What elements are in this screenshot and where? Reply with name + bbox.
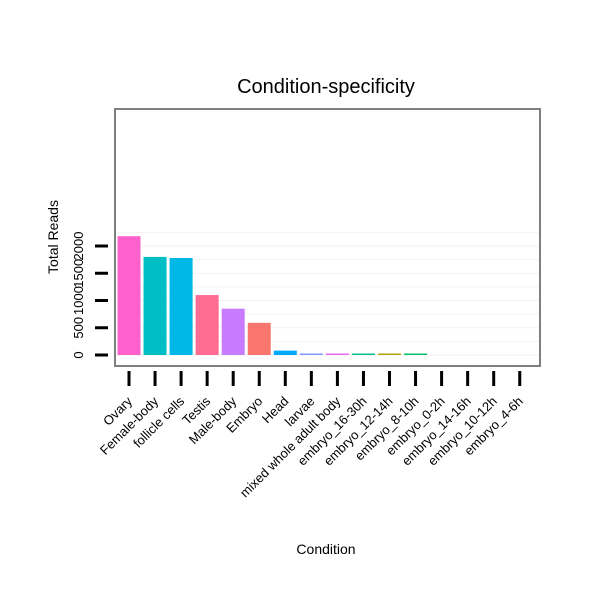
bar-embryo-16-30h xyxy=(351,353,375,355)
bar-ovary xyxy=(117,236,141,355)
y-tick-label: 1000 xyxy=(71,286,86,315)
bar-follicle-cells xyxy=(169,257,193,355)
x-axis-label: Condition xyxy=(296,541,355,557)
bar-embryo-8-10h xyxy=(404,353,428,355)
y-axis-label: Total Reads xyxy=(45,200,61,274)
bars xyxy=(117,236,428,355)
bar-female-body xyxy=(143,256,167,355)
plot-border xyxy=(114,108,541,367)
bar-head xyxy=(273,350,297,355)
y-tick-label: 2000 xyxy=(71,232,86,261)
bar-male-body xyxy=(221,308,245,355)
y-tick-label: 0 xyxy=(71,351,86,358)
y-tick-label: 500 xyxy=(71,317,86,339)
bar-embryo-12-14h xyxy=(378,353,401,355)
y-tick-label: 1500 xyxy=(71,259,86,288)
bar-testis xyxy=(195,295,219,355)
bar-embryo xyxy=(247,322,271,355)
chart-title: Condition-specificity xyxy=(237,76,415,98)
bar-larvae xyxy=(299,353,323,355)
bar-mixed-whole-adult-body xyxy=(325,353,349,355)
